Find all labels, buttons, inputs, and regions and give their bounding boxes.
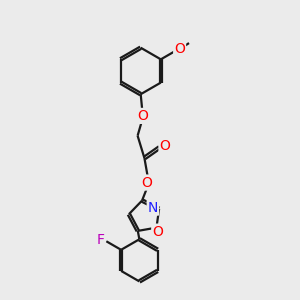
Text: O: O (141, 176, 152, 190)
Text: O: O (160, 139, 170, 153)
Text: O: O (137, 109, 148, 123)
Text: N: N (148, 201, 158, 214)
Text: O: O (174, 42, 185, 56)
Text: F: F (97, 233, 105, 248)
Text: O: O (152, 225, 163, 238)
